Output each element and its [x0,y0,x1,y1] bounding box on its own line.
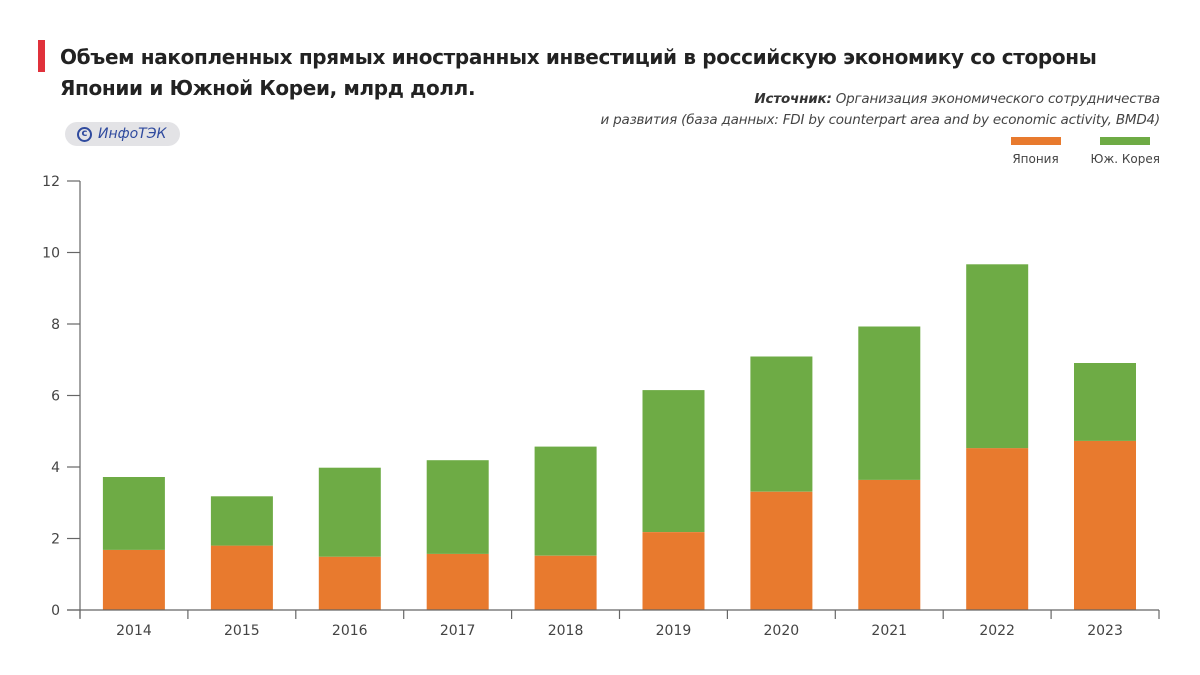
source-note: Источник: Организация экономического сот… [460,89,1160,131]
bar-korea-2017 [426,460,489,554]
bar-japan-2015 [210,545,273,610]
bar-japan-2020 [750,491,813,610]
bar-korea-2023 [1074,363,1136,441]
source-line-1: Организация экономического сотрудничеств… [835,91,1160,107]
bar-korea-2022 [966,264,1029,449]
bar-japan-2021 [858,479,921,610]
bar-korea-2020 [750,356,813,492]
bar-japan-2023 [1074,440,1136,610]
y-tick-label-0: 0 [51,603,60,619]
legend-swatch-japan [1010,137,1061,145]
bar-japan-2017 [426,553,489,610]
bar-korea-2021 [858,326,921,480]
chart-title: Объем накопленных прямых иностранных инв… [60,45,1097,100]
x-tick-label-2017: 2017 [440,623,476,639]
x-tick-label-2018: 2018 [548,623,584,639]
x-tick-label-2022: 2022 [979,623,1015,639]
legend-label-japan: Япония [1012,152,1059,166]
copyright-icon: c [77,126,92,142]
y-tick-label-10: 10 [42,246,60,262]
legend: Япония Юж. Корея [1010,137,1160,166]
x-tick-label-2020: 2020 [764,623,800,639]
source-line-2: и развития (база данных: FDI by counterp… [600,112,1160,128]
x-tick-label-2021: 2021 [871,623,907,639]
x-tick-label-2014: 2014 [116,623,152,639]
badge-text: ИнфоТЭК [98,126,167,142]
x-tick-label-2015: 2015 [224,623,260,639]
x-tick-label-2023: 2023 [1087,623,1123,639]
bar-japan-2016 [318,556,381,610]
source-label: Источник: [754,91,832,107]
bar-korea-2018 [534,446,597,556]
y-tick-label-4: 4 [51,460,60,476]
bar-korea-2019 [642,390,705,532]
bar-korea-2016 [318,467,381,557]
y-tick-label-2: 2 [51,532,60,548]
infotek-badge: c ИнфоТЭК [65,122,181,146]
bar-japan-2019 [642,532,705,610]
legend-swatch-korea [1100,137,1151,145]
title-accent-bar [38,40,45,72]
bar-korea-2014 [102,477,165,550]
x-tick-label-2019: 2019 [656,623,692,639]
bar-japan-2022 [966,448,1029,610]
y-tick-label-12: 12 [42,174,60,190]
y-tick-label-8: 8 [51,317,60,333]
legend-item-japan: Япония [1010,137,1061,166]
bar-japan-2018 [534,555,597,610]
bar-japan-2014 [102,549,165,610]
y-tick-label-6: 6 [51,389,60,405]
bar-korea-2015 [210,496,273,546]
x-tick-label-2016: 2016 [332,623,368,639]
legend-item-korea: Юж. Корея [1091,137,1160,166]
legend-label-korea: Юж. Корея [1090,152,1160,166]
